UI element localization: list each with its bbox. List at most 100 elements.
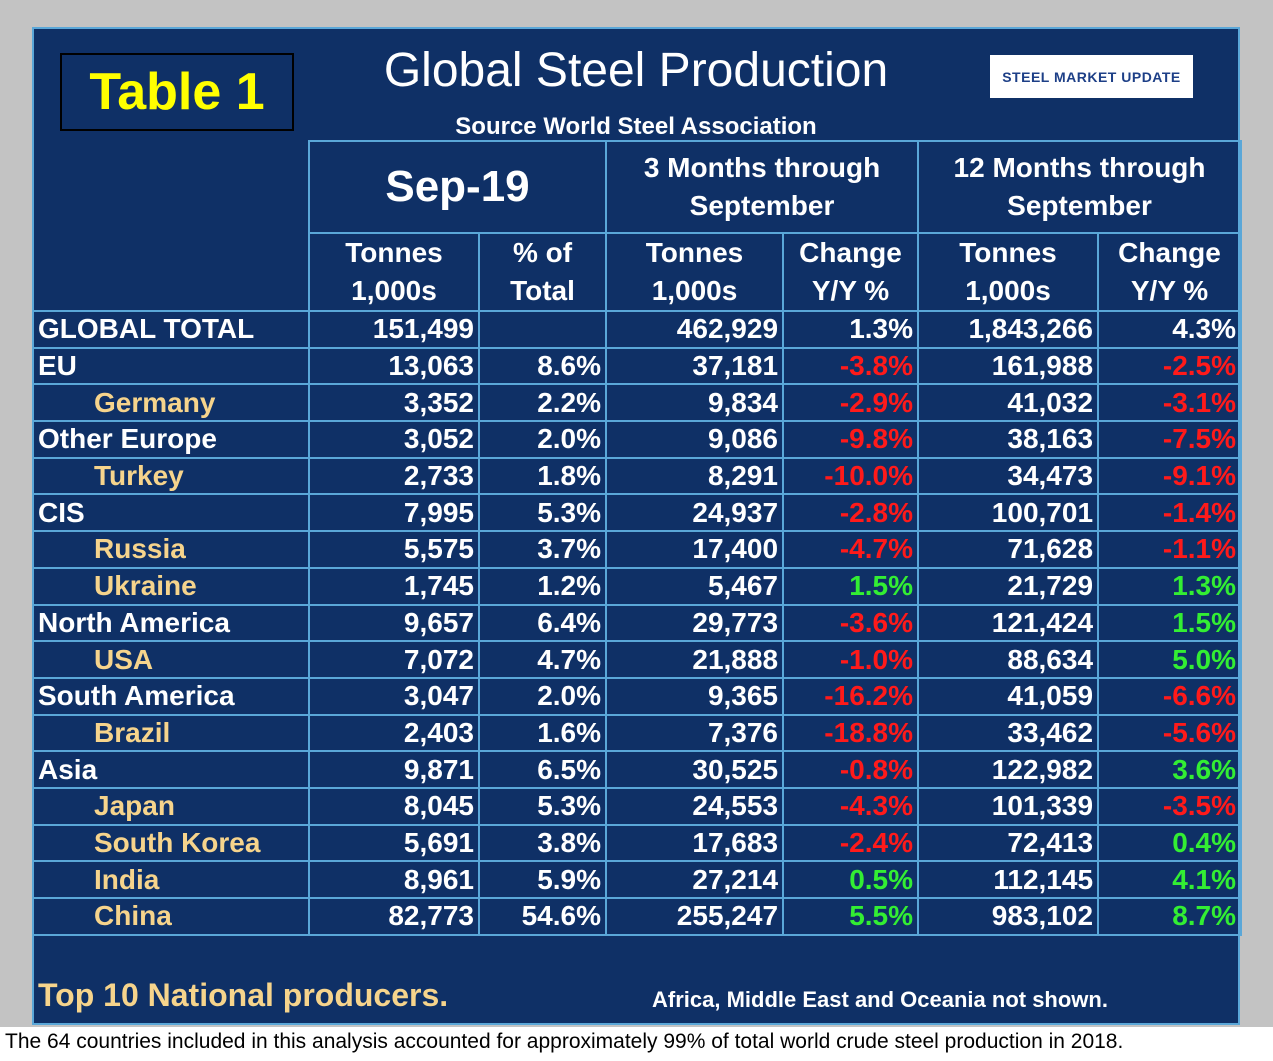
cell: -16.2%	[782, 676, 920, 716]
cell: 3,047	[308, 676, 480, 716]
cell: 161,988	[917, 346, 1100, 386]
cell: 24,553	[605, 786, 785, 826]
region-row: EU 13,063 8.6% 37,181 -3.8% 161,988 -2.5%	[32, 346, 1243, 386]
column-header: Tonnes 1,000s	[605, 232, 785, 312]
cell: -1.0%	[782, 640, 920, 679]
cell: 34,473	[917, 456, 1100, 496]
cell: 5,691	[308, 823, 480, 863]
cell: 5,575	[308, 530, 480, 569]
cell: 54.6%	[477, 897, 608, 936]
cell: 6.5%	[477, 750, 608, 789]
cell: 151,499	[308, 310, 480, 349]
source: Source World Steel Association	[455, 113, 817, 140]
table-label: Table 1	[60, 53, 294, 131]
region-name: CIS	[32, 493, 310, 533]
cell: 82,773	[308, 897, 480, 936]
footer-note: Top 10 National producers.	[38, 977, 449, 1013]
region-name: Other Europe	[32, 420, 310, 459]
country-name: South Korea	[32, 823, 310, 863]
cell: 5,467	[605, 566, 785, 606]
country-row: China 82,773 54.6% 255,247 5.5% 983,102 8.7%	[32, 897, 1243, 936]
country-name: Japan	[32, 786, 310, 826]
cell: 101,339	[917, 786, 1100, 826]
cell: 2.0%	[477, 676, 608, 716]
cell: 1.3%	[782, 310, 920, 349]
cell: 1.5%	[782, 566, 920, 606]
cell: 5.9%	[477, 860, 608, 899]
data-table: Sep-19 3 Months through September 12 Mon…	[32, 140, 1243, 936]
cell: 112,145	[917, 860, 1100, 899]
country-name: USA	[32, 640, 310, 679]
cell: 41,032	[917, 383, 1100, 423]
cell: 9,834	[605, 383, 785, 423]
cell: 17,683	[605, 823, 785, 863]
cell: -2.4%	[782, 823, 920, 863]
cell: 8,045	[308, 786, 480, 826]
column-header: Change Y/Y %	[1097, 232, 1243, 312]
region-name: Asia	[32, 750, 310, 789]
country-row: Germany 3,352 2.2% 9,834 -2.9% 41,032 -3.1%	[32, 383, 1243, 423]
total-name: GLOBAL TOTAL	[32, 310, 310, 349]
caption: The 64 countries included in this analys…	[5, 1030, 1124, 1053]
cell: 122,982	[917, 750, 1100, 789]
cell: 5.0%	[1097, 640, 1243, 679]
cell: 33,462	[917, 713, 1100, 753]
cell: -2.8%	[782, 493, 920, 533]
cell: 4.1%	[1097, 860, 1243, 899]
cell: -2.9%	[782, 383, 920, 423]
cell: -4.7%	[782, 530, 920, 569]
cell: 29,773	[605, 603, 785, 643]
logo: STEEL MARKET UPDATE	[990, 55, 1193, 98]
cell: 38,163	[917, 420, 1100, 459]
cell: -5.6%	[1097, 713, 1243, 753]
cell: -3.5%	[1097, 786, 1243, 826]
cell: 1,843,266	[917, 310, 1100, 349]
cell: 1.3%	[1097, 566, 1243, 606]
cell: -3.6%	[782, 603, 920, 643]
cell: -10.0%	[782, 456, 920, 496]
cell: -4.3%	[782, 786, 920, 826]
group-header: 12 Months through September	[917, 140, 1243, 234]
cell: 8.7%	[1097, 897, 1243, 936]
cell: 1,745	[308, 566, 480, 606]
cell: -7.5%	[1097, 420, 1243, 459]
table-panel: Table 1 Global Steel Production Source W…	[32, 27, 1243, 1025]
cell: 24,937	[605, 493, 785, 533]
cell: -3.8%	[782, 346, 920, 386]
cell: 7,072	[308, 640, 480, 679]
cell: 8.6%	[477, 346, 608, 386]
cell: 983,102	[917, 897, 1100, 936]
country-row: Turkey 2,733 1.8% 8,291 -10.0% 34,473 -9.1%	[32, 456, 1243, 496]
cell: 5.3%	[477, 493, 608, 533]
cell: 3.8%	[477, 823, 608, 863]
cell: 9,086	[605, 420, 785, 459]
cell: 1.5%	[1097, 603, 1243, 643]
country-name: Russia	[32, 530, 310, 569]
cell: 9,657	[308, 603, 480, 643]
column-header: Tonnes 1,000s	[308, 232, 480, 312]
cell: -6.6%	[1097, 676, 1243, 716]
cell: 71,628	[917, 530, 1100, 569]
cell: 462,929	[605, 310, 785, 349]
cell: 100,701	[917, 493, 1100, 533]
footer-exclusion: Africa, Middle East and Oceania not show…	[652, 987, 1108, 1012]
cell: 7,995	[308, 493, 480, 533]
cell: 8,291	[605, 456, 785, 496]
cell: 21,729	[917, 566, 1100, 606]
country-name: Brazil	[32, 713, 310, 753]
cell: 5.3%	[477, 786, 608, 826]
country-row: India 8,961 5.9% 27,214 0.5% 112,145 4.1%	[32, 860, 1243, 899]
cell: 3.7%	[477, 530, 608, 569]
cell: 0.5%	[782, 860, 920, 899]
cell: 0.4%	[1097, 823, 1243, 863]
corner	[33, 141, 310, 312]
cell: 6.4%	[477, 603, 608, 643]
cell: -0.8%	[782, 750, 920, 789]
cell: -3.1%	[1097, 383, 1243, 423]
country-row: Russia 5,575 3.7% 17,400 -4.7% 71,628 -1.1%	[32, 530, 1243, 569]
column-header: % of Total	[477, 232, 608, 312]
group-header: 3 Months through September	[605, 140, 920, 234]
column-header: Change Y/Y %	[782, 232, 920, 312]
cell: 2.2%	[477, 383, 608, 423]
cell: 4.7%	[477, 640, 608, 679]
